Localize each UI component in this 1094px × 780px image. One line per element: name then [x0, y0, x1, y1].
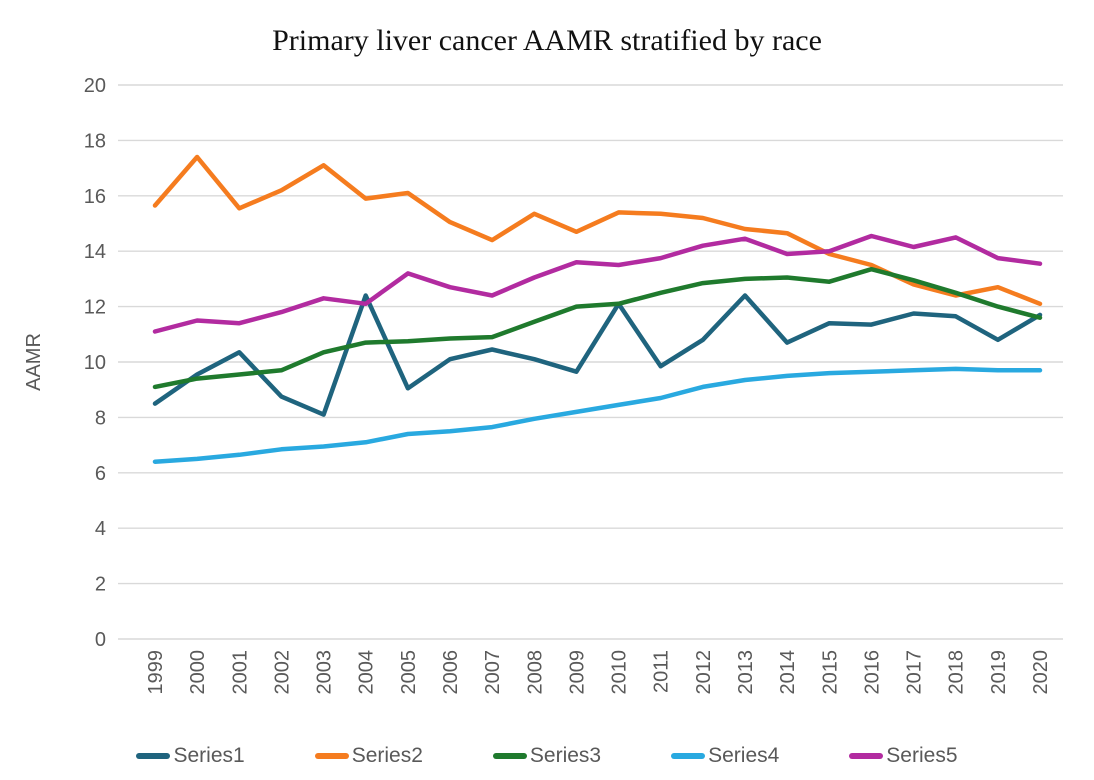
x-axis-tick-label: 2020: [1030, 650, 1052, 695]
legend-item-series5: Series5: [849, 744, 958, 768]
x-axis-tick-label: 2018: [946, 650, 968, 695]
y-axis-tick-label: 12: [84, 297, 106, 319]
series-line-series4: [152, 366, 1043, 464]
legend-label: Series1: [173, 744, 245, 767]
y-axis-tick-label: 20: [84, 75, 106, 97]
x-axis-tick-label: 2013: [735, 650, 757, 695]
x-axis-tick-label: 2007: [482, 650, 504, 695]
x-axis-tick-label: 2017: [904, 650, 926, 695]
x-axis-tick-label: 2003: [314, 650, 336, 695]
series-line-series2: [152, 154, 1043, 307]
y-axis-tick-label: 14: [84, 241, 106, 263]
y-axis-tick-label: 8: [95, 407, 106, 429]
series-line-series3: [152, 266, 1043, 390]
x-axis-tick-label: 2005: [398, 650, 420, 695]
x-axis-tick-label: 2014: [777, 650, 799, 695]
legend-label: Series2: [351, 744, 423, 767]
legend-swatch-icon: [136, 753, 171, 759]
y-axis-tick-label: 16: [84, 186, 106, 208]
x-axis-tick-label: 2002: [271, 650, 293, 695]
legend-label: Series4: [708, 744, 780, 767]
x-axis-tick-label: 2016: [861, 650, 883, 695]
legend-item-series3: Series3: [492, 744, 602, 768]
x-axis-tick-label: 2010: [609, 650, 631, 695]
x-axis-tick-label: 2004: [356, 650, 378, 695]
x-axis-tick-label: 2011: [651, 650, 673, 693]
x-axis-tick-label: 2012: [693, 650, 715, 695]
legend-swatch-icon: [671, 753, 706, 759]
legend-label: Series5: [886, 744, 958, 767]
x-axis-tick-label: 2001: [229, 650, 251, 695]
legend-swatch-icon: [314, 753, 349, 759]
legend-label: Series3: [529, 744, 602, 767]
x-axis-tick-label: 2019: [988, 650, 1010, 695]
y-axis-tick-label: 18: [84, 130, 106, 152]
legend-item-series4: Series4: [671, 744, 779, 768]
y-axis-tick-label: 0: [95, 629, 106, 651]
chart-title: Primary liver cancer AAMR stratified by …: [272, 24, 822, 57]
x-axis-tick-label: 2009: [566, 650, 588, 695]
legend-item-series1: Series1: [136, 744, 245, 768]
y-axis-tick-label: 10: [84, 352, 106, 374]
y-axis-tick-label: 2: [95, 574, 106, 596]
legend-swatch-icon: [849, 753, 884, 759]
series-line-series1: [152, 293, 1043, 417]
series-line-series5: [152, 233, 1043, 334]
y-axis-tick-label: 4: [95, 518, 106, 540]
chart-legend: Series1 Series2 Series3 Series4 Series5: [0, 744, 1094, 768]
y-axis-tick-label: 6: [95, 463, 106, 485]
line-chart-plot: 0 2 4 6 8 10 12 14 16 18 20 AAMR 1999 2000 2001 2002 200…: [23, 75, 1063, 695]
y-axis-title: AAMR: [23, 333, 45, 391]
x-axis-tick-label: 1999: [145, 650, 167, 695]
x-axis-tick-label: 2008: [524, 650, 546, 695]
legend-swatch-icon: [492, 753, 527, 759]
legend-item-series2: Series2: [314, 744, 423, 768]
x-axis-tick-label: 2000: [187, 650, 209, 695]
x-axis-tick-label: 2015: [819, 650, 841, 695]
x-axis-tick-label: 2006: [440, 650, 462, 695]
